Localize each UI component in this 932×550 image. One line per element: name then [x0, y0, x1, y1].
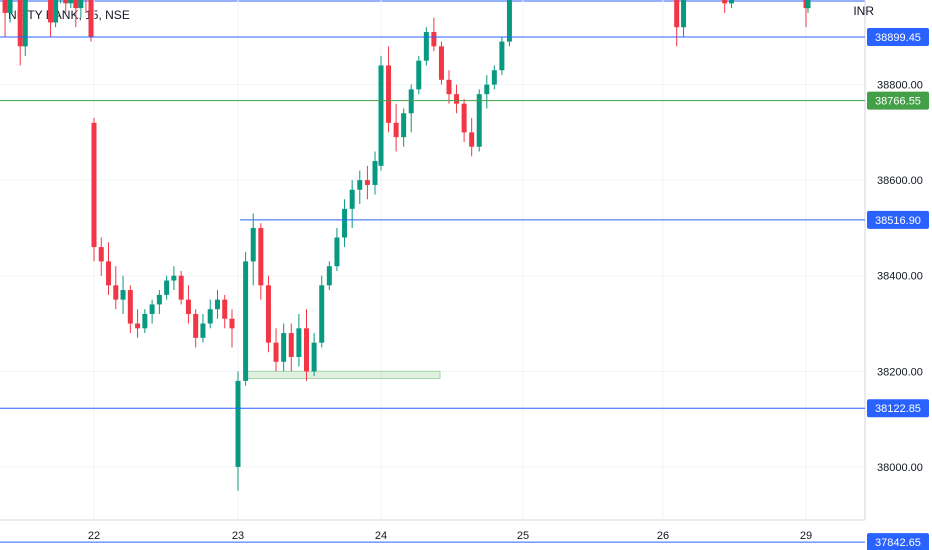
candle[interactable] — [296, 328, 302, 357]
level-price-tag — [867, 91, 929, 110]
candle[interactable] — [349, 189, 355, 209]
candle[interactable] — [674, 0, 680, 28]
candle[interactable] — [235, 380, 241, 467]
candle[interactable] — [805, 0, 811, 9]
candle[interactable] — [311, 342, 317, 372]
candle[interactable] — [729, 0, 734, 4]
candle[interactable] — [250, 227, 256, 262]
candle[interactable] — [357, 180, 363, 190]
x-tick-label: 23 — [232, 530, 244, 542]
candle[interactable] — [506, 0, 512, 42]
candle[interactable] — [393, 122, 399, 138]
support-zone — [244, 370, 441, 379]
candle[interactable] — [273, 342, 279, 362]
candle[interactable] — [7, 0, 13, 13]
candle[interactable] — [386, 65, 392, 123]
candle[interactable] — [469, 132, 475, 147]
candle[interactable] — [408, 89, 414, 114]
candle[interactable] — [423, 32, 429, 61]
candle[interactable] — [222, 299, 228, 319]
candle[interactable] — [342, 208, 348, 238]
candle[interactable] — [319, 285, 325, 343]
candle[interactable] — [73, 0, 79, 9]
candle[interactable] — [214, 299, 220, 310]
candle[interactable] — [431, 32, 437, 47]
candle[interactable] — [178, 275, 184, 300]
candle[interactable] — [364, 180, 370, 185]
candle[interactable] — [48, 0, 54, 23]
candle[interactable] — [53, 0, 59, 23]
candle[interactable] — [229, 318, 235, 329]
candle[interactable] — [304, 328, 309, 372]
level-price-label: 38516.90 — [875, 215, 921, 227]
y-tick-label: 38600.00 — [877, 175, 923, 187]
candle[interactable] — [200, 323, 206, 338]
candle[interactable] — [135, 323, 141, 329]
candle[interactable] — [68, 0, 74, 4]
candle[interactable] — [326, 266, 332, 286]
x-tick-label: 29 — [800, 530, 812, 542]
level-price-tag — [867, 399, 929, 418]
candle[interactable] — [281, 333, 287, 362]
candle[interactable] — [142, 313, 148, 329]
level-price-tag — [867, 28, 929, 47]
candle[interactable] — [171, 275, 177, 281]
x-tick-label: 26 — [657, 530, 669, 542]
candle[interactable] — [476, 94, 482, 147]
candle[interactable] — [17, 0, 23, 47]
candle[interactable] — [446, 79, 452, 95]
candle[interactable] — [156, 294, 162, 305]
candle[interactable] — [288, 333, 294, 357]
candle[interactable] — [120, 290, 126, 300]
candle[interactable] — [378, 65, 384, 166]
candle[interactable] — [149, 304, 155, 314]
candle[interactable] — [243, 261, 249, 381]
candle[interactable] — [127, 290, 133, 324]
x-tick-label: 24 — [375, 530, 387, 542]
y-tick-label: 38400.00 — [877, 271, 923, 283]
level-price-tag — [867, 533, 929, 550]
candle[interactable] — [372, 161, 378, 185]
candle[interactable] — [499, 41, 505, 71]
level-price-label: 37842.65 — [875, 537, 921, 549]
candle[interactable] — [491, 70, 497, 85]
candle[interactable] — [185, 299, 191, 314]
candle[interactable] — [193, 313, 199, 338]
candle[interactable] — [88, 0, 94, 37]
candle[interactable] — [401, 113, 407, 138]
level-price-tag — [867, 210, 929, 229]
candle[interactable] — [334, 237, 340, 267]
candle[interactable] — [91, 122, 97, 248]
level-price-label: 38899.45 — [875, 32, 921, 44]
candle[interactable] — [265, 285, 271, 343]
candle[interactable] — [258, 227, 264, 286]
candle[interactable] — [98, 247, 104, 262]
candle[interactable] — [106, 261, 112, 286]
y-tick-label: 38800.00 — [877, 80, 923, 92]
candle[interactable] — [681, 0, 687, 28]
level-price-label: 38122.85 — [875, 403, 921, 415]
x-tick-label: 22 — [88, 530, 100, 542]
candle[interactable] — [207, 309, 213, 324]
x-tick-label: 25 — [517, 530, 529, 542]
candle[interactable] — [438, 46, 444, 80]
level-price-label: 38766.55 — [875, 96, 921, 108]
candle[interactable] — [416, 60, 422, 90]
y-tick-label: 38200.00 — [877, 366, 923, 378]
candle[interactable] — [164, 280, 170, 295]
chart-title: NIFTY BANK, 15, NSE — [8, 8, 130, 22]
candle[interactable] — [2, 0, 8, 13]
candle[interactable] — [454, 94, 460, 104]
candle[interactable] — [22, 0, 28, 47]
candle[interactable] — [722, 0, 728, 4]
candle[interactable] — [63, 0, 69, 4]
y-tick-label: 38000.00 — [877, 462, 923, 474]
candle[interactable] — [113, 285, 119, 300]
currency-label: INR — [853, 4, 874, 18]
candle[interactable] — [78, 0, 84, 9]
candle[interactable] — [484, 84, 490, 95]
candle[interactable] — [461, 103, 467, 133]
